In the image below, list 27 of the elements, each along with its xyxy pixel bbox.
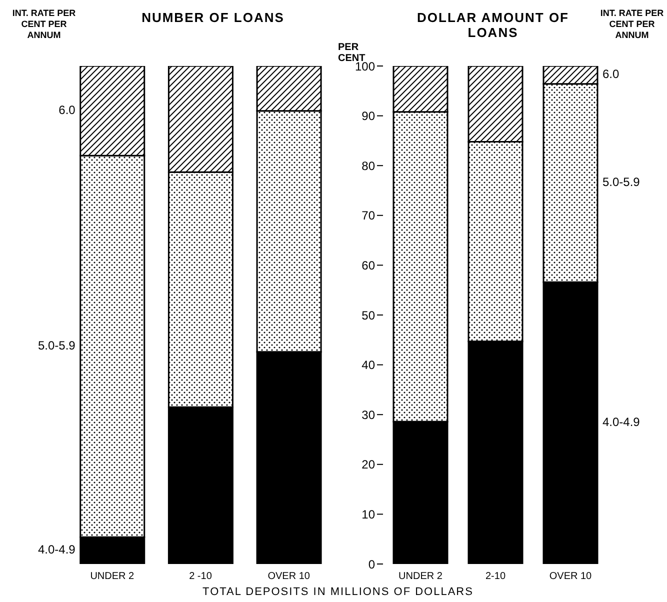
x-tick-label: OVER 10 [549,571,592,582]
series-label: 5.0-5.9 [38,338,76,353]
x-tick-label: UNDER 2 [398,571,443,582]
x-tick-label: 2 -10 [189,571,212,582]
series-label: 4.0-4.9 [602,415,640,430]
series-label: 4.0-4.9 [38,542,76,557]
y-tick-label: 20 [362,458,376,472]
y-tick-label: 70 [362,208,376,223]
series-label: 6.0 [58,102,76,117]
y-tick-label: 80 [362,158,376,173]
y-tick-label: 60 [362,258,376,272]
chart-title: DOLLAR AMOUNT OF LOANS [416,10,570,40]
text: INT. RATE PER CENT PER ANNUM [599,8,665,41]
series-label: 6.0 [602,67,620,82]
x-tick-label: 2-10 [485,571,506,582]
x-tick-label: UNDER 2 [90,571,135,582]
y-tick-label: 90 [362,109,376,124]
x-axis-title: TOTAL DEPOSITS IN MILLIONS OF DOLLARS [202,586,474,598]
y-tick-label: 0 [368,557,376,572]
text: INT. RATE PER CENT PER ANNUM [11,8,77,41]
y-tick-label: 40 [362,358,376,372]
series-label: 5.0-5.9 [602,175,640,190]
x-tick-label: OVER 10 [268,571,310,582]
chart-title: NUMBER OF LOANS [140,10,286,25]
y-tick-label: 50 [362,308,376,322]
y-tick-label: 10 [362,507,376,522]
y-tick-label: 30 [362,408,376,422]
